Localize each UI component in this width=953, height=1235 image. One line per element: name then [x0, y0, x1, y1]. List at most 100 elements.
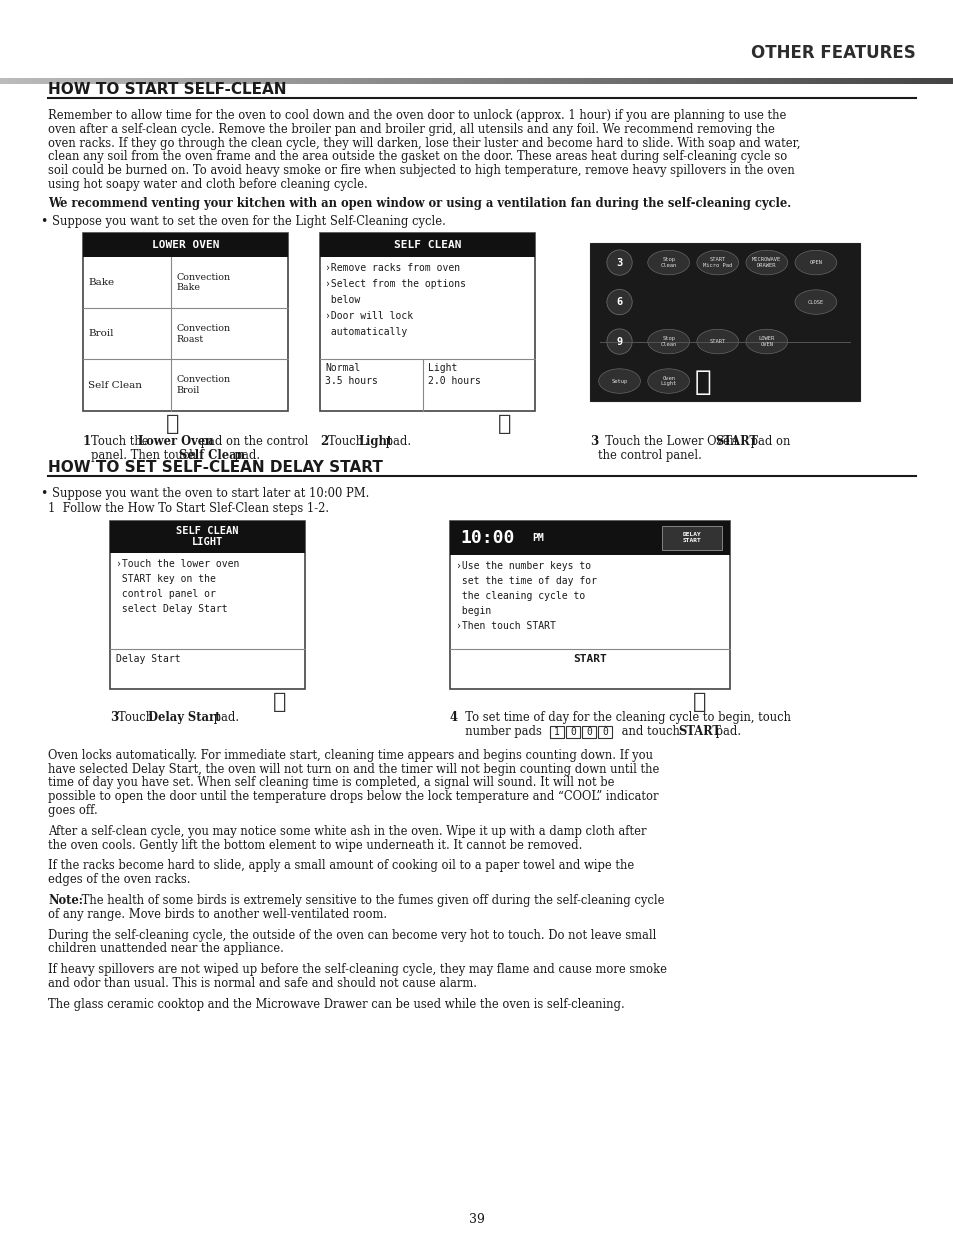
Text: Self Clean: Self Clean: [88, 380, 142, 389]
Text: select Delay Start: select Delay Start: [116, 604, 228, 614]
Ellipse shape: [745, 251, 787, 275]
Text: Delay Start: Delay Start: [116, 653, 180, 663]
Text: begin: begin: [456, 606, 491, 616]
Text: 👉: 👉: [497, 412, 511, 435]
Text: HOW TO START SELF-CLEAN: HOW TO START SELF-CLEAN: [48, 82, 286, 98]
Text: pad.: pad.: [711, 725, 740, 737]
Text: Stop
Clean: Stop Clean: [659, 257, 676, 268]
Text: ›Remove racks from oven: ›Remove racks from oven: [325, 263, 459, 273]
Text: 0: 0: [570, 727, 576, 737]
Text: pad.: pad.: [381, 435, 411, 448]
Ellipse shape: [598, 369, 639, 393]
Text: Normal
3.5 hours: Normal 3.5 hours: [325, 363, 377, 385]
Text: The glass ceramic cooktop and the Microwave Drawer can be used while the oven is: The glass ceramic cooktop and the Microw…: [48, 998, 624, 1010]
Text: LOWER
OVEN: LOWER OVEN: [758, 336, 774, 347]
Text: Lower Oven: Lower Oven: [138, 435, 213, 448]
Text: ›Use the number keys to: ›Use the number keys to: [456, 561, 591, 571]
Text: 👉: 👉: [273, 690, 287, 713]
Text: number pads: number pads: [457, 725, 545, 737]
Text: 👉: 👉: [695, 369, 711, 395]
Text: START: START: [709, 340, 725, 345]
Text: 3: 3: [616, 258, 622, 268]
Text: DELAY
START: DELAY START: [682, 532, 700, 543]
Text: and odor than usual. This is normal and safe and should not cause alarm.: and odor than usual. This is normal and …: [48, 977, 476, 990]
Text: Light: Light: [357, 435, 392, 448]
Ellipse shape: [745, 330, 787, 353]
Text: 39: 39: [469, 1213, 484, 1226]
Text: LOWER OVEN: LOWER OVEN: [152, 240, 219, 249]
Ellipse shape: [647, 330, 689, 353]
Text: Light
2.0 hours: Light 2.0 hours: [428, 363, 480, 385]
Text: Convection
Bake: Convection Bake: [176, 273, 230, 293]
Text: START: START: [678, 725, 720, 737]
Ellipse shape: [794, 290, 836, 314]
Text: Self Clean: Self Clean: [179, 448, 245, 462]
Text: oven racks. If they go through the clean cycle, they will darken, lose their lus: oven racks. If they go through the clean…: [48, 137, 800, 149]
Text: The health of some birds is extremely sensitive to the fumes given off during th: The health of some birds is extremely se…: [78, 894, 664, 906]
Bar: [565, 726, 579, 737]
Text: Touch the: Touch the: [91, 435, 152, 448]
Bar: [581, 726, 596, 737]
Text: Suppose you want the oven to start later at 10:00 PM.: Suppose you want the oven to start later…: [52, 487, 369, 500]
Text: HOW TO SET SELF-CLEAN DELAY START: HOW TO SET SELF-CLEAN DELAY START: [48, 459, 382, 474]
Text: We recommend venting your kitchen with an open window or using a ventilation fan: We recommend venting your kitchen with a…: [48, 196, 790, 210]
Ellipse shape: [696, 330, 738, 353]
Bar: [110, 521, 305, 553]
Circle shape: [606, 249, 632, 275]
Text: control panel or: control panel or: [116, 589, 215, 599]
Text: 9: 9: [616, 337, 622, 347]
Ellipse shape: [647, 251, 689, 275]
Text: Setup: Setup: [611, 379, 627, 384]
Text: 4: 4: [450, 711, 457, 724]
Text: OPEN: OPEN: [808, 261, 821, 266]
Text: pad.: pad.: [210, 711, 239, 724]
Text: have selected Delay Start, the oven will not turn on and the timer will not begi: have selected Delay Start, the oven will…: [48, 762, 659, 776]
Text: Stop
Clean: Stop Clean: [659, 336, 676, 347]
Bar: [83, 233, 288, 411]
Text: clean any soil from the oven frame and the area outside the gasket on the door. : clean any soil from the oven frame and t…: [48, 151, 786, 163]
Text: using hot soapy water and cloth before cleaning cycle.: using hot soapy water and cloth before c…: [48, 178, 367, 191]
Text: SELF CLEAN
LIGHT: SELF CLEAN LIGHT: [176, 526, 238, 547]
Text: possible to open the door until the temperature drops below the lock temperature: possible to open the door until the temp…: [48, 790, 658, 803]
Text: Touch: Touch: [118, 711, 156, 724]
Text: pad on the control: pad on the control: [196, 435, 308, 448]
Bar: [110, 521, 305, 689]
Text: 3: 3: [589, 435, 598, 448]
Text: 10:00: 10:00: [459, 529, 514, 547]
Text: 0: 0: [601, 727, 607, 737]
Text: 👉: 👉: [693, 690, 706, 713]
Ellipse shape: [647, 369, 689, 393]
Text: automatically: automatically: [325, 327, 407, 337]
Text: Remember to allow time for the oven to cool down and the oven door to unlock (ap: Remember to allow time for the oven to c…: [48, 109, 785, 122]
Bar: [550, 726, 563, 737]
Text: Suppose you want to set the oven for the Light Self-Cleaning cycle.: Suppose you want to set the oven for the…: [52, 215, 445, 227]
Text: ›Door will lock: ›Door will lock: [325, 311, 413, 321]
Circle shape: [606, 329, 632, 354]
Text: MICROWAVE
DRAWER: MICROWAVE DRAWER: [751, 257, 781, 268]
Text: START key on the: START key on the: [116, 574, 215, 584]
Text: ›Then touch START: ›Then touch START: [456, 621, 556, 631]
Text: the cleaning cycle to: the cleaning cycle to: [456, 590, 584, 600]
Text: 👉: 👉: [166, 412, 179, 435]
Text: •: •: [40, 487, 48, 500]
Text: 6: 6: [616, 298, 622, 308]
Bar: [589, 243, 859, 401]
Text: oven after a self-clean cycle. Remove the broiler pan and broiler grid, all uten: oven after a self-clean cycle. Remove th…: [48, 122, 774, 136]
Text: PM: PM: [532, 532, 543, 543]
Ellipse shape: [794, 251, 836, 275]
Text: Delay Start: Delay Start: [148, 711, 220, 724]
Text: Broil: Broil: [88, 330, 113, 338]
Text: 1: 1: [554, 727, 559, 737]
Text: ›Touch the lower oven: ›Touch the lower oven: [116, 558, 239, 569]
Ellipse shape: [696, 251, 738, 275]
Text: After a self-clean cycle, you may notice some white ash in the oven. Wipe it up : After a self-clean cycle, you may notice…: [48, 825, 646, 837]
Text: set the time of day for: set the time of day for: [456, 576, 597, 585]
Text: 2: 2: [319, 435, 328, 448]
Text: panel. Then touch: panel. Then touch: [91, 448, 200, 462]
Text: children unattended near the appliance.: children unattended near the appliance.: [48, 942, 284, 956]
Bar: [450, 521, 729, 689]
Text: soil could be burned on. To avoid heavy smoke or fire when subjected to high tem: soil could be burned on. To avoid heavy …: [48, 164, 794, 177]
Text: the oven cools. Gently lift the bottom element to wipe underneath it. It cannot : the oven cools. Gently lift the bottom e…: [48, 839, 581, 852]
Text: ›Select from the options: ›Select from the options: [325, 279, 465, 289]
Circle shape: [606, 289, 632, 315]
